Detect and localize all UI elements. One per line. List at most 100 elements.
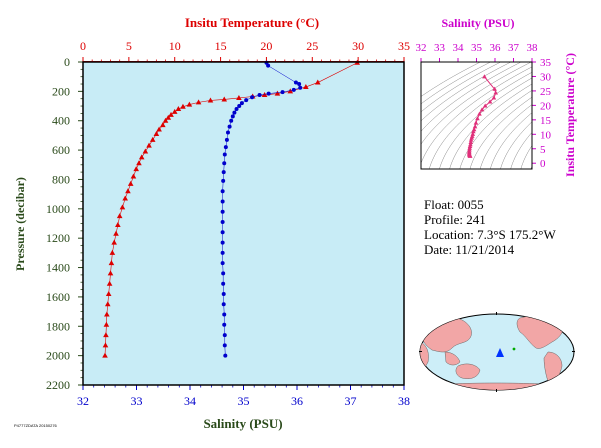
salinity-point [222, 343, 227, 348]
temperature-point [104, 301, 111, 307]
salinity-point [298, 85, 303, 90]
top-axis-tick-label: 15 [215, 39, 227, 53]
ts-point [468, 137, 474, 142]
temperature-point [103, 321, 110, 327]
temperature-point [116, 213, 123, 219]
temperature-point [175, 105, 182, 111]
ts-inset-right-title: Insitu Temperature (°C) [563, 53, 577, 177]
ts-point [471, 129, 476, 134]
temperature-point [168, 111, 174, 117]
temperature-point [153, 130, 160, 136]
y-axis-tick-label: 0 [64, 55, 70, 69]
salinity-point [266, 91, 271, 96]
salinity-point [220, 209, 225, 214]
top-axis-title: Insitu Temperature (°C) [185, 15, 319, 30]
ts-inset-background [421, 62, 532, 169]
ts-point [467, 145, 472, 150]
ts-right-tick-label: 30 [540, 71, 552, 83]
salinity-point [244, 98, 249, 103]
salinity-point [221, 271, 226, 276]
ts-inset-frame [420, 61, 533, 170]
temperature-point [102, 342, 109, 348]
density-contour [421, 62, 512, 122]
float-label: Float: [424, 197, 455, 212]
location-value: 7.3°S 175.2°W [477, 227, 556, 242]
salinity-point [234, 106, 239, 111]
salinity-point [220, 230, 225, 235]
temperature-point [180, 103, 186, 109]
salinity-point [221, 281, 226, 286]
temperature-point [107, 270, 114, 276]
salinity-point [221, 178, 226, 183]
map-australia [455, 363, 481, 379]
ts-point [482, 74, 487, 79]
main-plot-background [83, 62, 404, 385]
density-contour [421, 62, 501, 113]
y-axis-tick-label: 600 [52, 143, 70, 157]
ts-inset-plot: 32 33 34 35 36 37 38 0 5 10 15 20 25 30 35 Salinity (P… [416, 16, 578, 177]
float-position-marker [496, 348, 504, 357]
salinity-point [293, 80, 298, 85]
salinity-point [223, 145, 228, 150]
temperature-point [236, 94, 242, 100]
salinity-point [232, 110, 237, 115]
density-contour [421, 62, 532, 145]
density-contour [421, 62, 491, 105]
salinity-point [220, 250, 225, 255]
temperature-point [122, 195, 128, 201]
temperature-point [142, 148, 149, 154]
float-row: Float: 0055 [424, 197, 556, 212]
temperature-point [105, 290, 112, 296]
ts-point [475, 116, 480, 121]
density-contour [421, 62, 522, 132]
y-axis-tick-label: 400 [52, 114, 70, 128]
ts-right-tick-label: 0 [540, 158, 546, 170]
ts-point [482, 103, 488, 108]
ts-right-tick-label: 20 [540, 100, 552, 112]
temperature-point [138, 154, 145, 160]
ts-point [491, 95, 497, 100]
bottom-axis-tick-label: 34 [184, 394, 196, 408]
ts-right-tick-label: 35 [540, 57, 552, 69]
ts-point [468, 139, 474, 144]
temperature-point [109, 249, 116, 255]
salinity-point [220, 199, 225, 204]
density-contour [520, 145, 532, 169]
ts-point [468, 142, 473, 147]
y-axis-tick-label: 2000 [46, 349, 70, 363]
temperature-point [159, 122, 166, 128]
salinity-point [280, 90, 285, 95]
ts-top-tick-label: 33 [434, 42, 446, 54]
ts-point [477, 111, 482, 116]
profile-label: Profile: [424, 212, 463, 227]
salinity-point [250, 95, 255, 100]
temperature-point [156, 126, 162, 132]
temperature-point [171, 108, 178, 114]
main-plot-frame [82, 61, 405, 386]
salinity-point [222, 333, 227, 338]
salinity-point [291, 87, 296, 92]
salinity-point [222, 161, 227, 166]
temperature-point [133, 166, 139, 172]
temperature-point [125, 188, 131, 194]
ts-top-tick-label: 38 [527, 42, 539, 54]
temperature-point [287, 88, 294, 94]
salinity-point [266, 63, 271, 68]
salinity-point [222, 312, 227, 317]
salinity-point [224, 137, 229, 142]
temperature-point [186, 101, 193, 107]
top-axis-tick-label: 20 [260, 39, 272, 53]
salinity-point [222, 152, 227, 157]
bottom-axis-tick-label: 32 [77, 394, 89, 408]
ts-point [487, 99, 493, 104]
density-contour [479, 104, 532, 169]
ts-point [492, 86, 497, 91]
salinity-point [220, 240, 225, 245]
bottom-axis-tick-label: 38 [398, 394, 410, 408]
y-axis-tick-label: 1200 [46, 231, 70, 245]
ts-top-tick-label: 32 [416, 42, 427, 54]
ts-top-tick-label: 36 [490, 42, 502, 54]
ts-inset-axes: 32 33 34 35 36 37 38 0 5 10 15 20 25 30 35 [416, 42, 552, 170]
temperature-point [106, 280, 113, 286]
